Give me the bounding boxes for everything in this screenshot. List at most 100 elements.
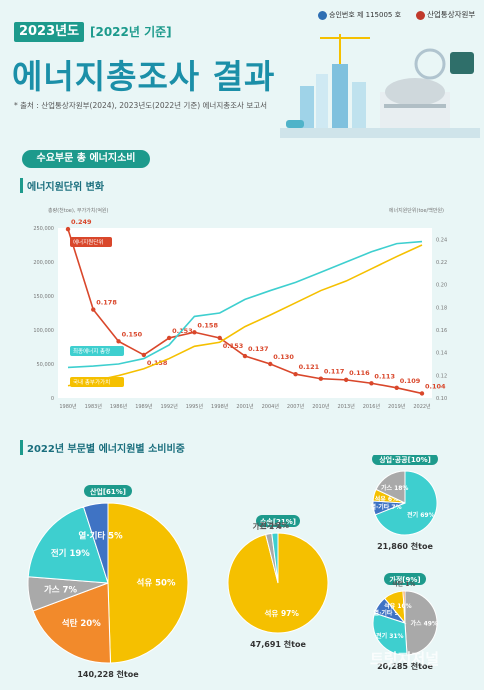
intensity-point [217,335,222,341]
pie-title: 수송[21%] [260,517,296,526]
pie-slice-label: 가스 2% [253,521,283,531]
pie-3: 상업·공공[10%] 전기 69% 열·기타 7%석유 6% 가스 18% 21,860… [370,455,438,551]
watermark: 트릿지저널 [370,650,440,668]
series-line-2 [67,244,423,387]
intensity-point [318,376,324,381]
pie-slice-label: 석유 50% [137,577,176,588]
year-badge: 2023년도 [14,22,84,42]
pie-slice-label: 전기 69% [407,511,435,519]
pie-title-pill [84,485,132,497]
pie-slice-label: 전기 19% [51,548,90,559]
pie-slice-label: 전기 31% [376,632,404,640]
left-tick-label: 50,000 [37,362,55,368]
right-tick-label: 0.22 [436,260,447,266]
x-tick-label: 2019년 [388,403,406,410]
pie-slice-label: 석유 97% [265,608,300,618]
x-tick-label: 2004년 [262,403,280,410]
pie-total: 21,860 천toe [377,541,433,551]
plot-area [58,228,432,398]
right-tick-label: 0.16 [436,328,447,334]
section-subtitle-intensity: 에너지원단위 변화 [20,178,104,193]
left-tick-label: 250,000 [33,226,54,232]
pie-slice [372,612,408,656]
x-tick-label: 1995년 [186,403,204,410]
energy-intensity-line-chart: 총량(천toe), 부가가치(억원) 에너지원단위(toe/백만원) 0 50,000… [33,207,447,410]
pie-slice [271,532,279,584]
x-tick-label: 1986년 [110,403,128,410]
pie-slice-label: 가스 18% [381,484,409,492]
pie-total: 140,228 천toe [77,669,139,679]
intensity-value-label: 0.109 [400,377,421,385]
pie-title-pill [256,515,300,527]
x-tick-label: 1980년 [59,403,77,410]
series-tag-bg [70,377,124,387]
section-subtitle-sector-share: 2022년 부문별 에너지원별 소비비중 [20,440,185,455]
intensity-point [242,353,248,359]
intensity-point [166,335,172,341]
pie-slice-label: 전기 2% [260,520,290,530]
pie-slice [375,470,406,504]
pie-title-pill [384,573,426,585]
intensity-value-label: 0.104 [425,382,446,390]
x-tick-label: 2022년 [413,403,431,410]
section-pill-total-energy: 수요부문 총 에너지소비 [22,150,150,168]
series-tag-bg [70,237,112,247]
pie-slice [402,590,406,624]
ministry-label: 산업통상자원부 [416,8,475,22]
pie-slice [107,502,189,664]
right-tick-label: 0.20 [436,283,447,289]
pie-title: 산업[61%] [90,487,126,496]
intensity-value-label: 0.137 [248,345,269,353]
intensity-value-label: 0.117 [324,368,345,376]
source-note: * 출처 : 산업통상자원부(2024), 2023년도(2022년 기준) 에… [14,101,268,110]
pie-slice [374,470,438,536]
pie-slice-label: 석탄 1% [392,580,415,588]
pie-slice-label: 석탄 20% [62,618,101,629]
series-tag-label: 에너지원단위 [73,238,103,246]
intensity-point [419,391,425,396]
x-tick-label: 2007년 [287,403,305,410]
pie-slice-label: 석유 6% [375,495,398,503]
page-title: 에너지총조사 결과 [12,57,276,96]
pie-slice-label: 석유 10% [384,602,412,610]
right-tick-label: 0.24 [436,237,447,243]
intensity-point [293,372,298,377]
series-line-1 [67,240,423,369]
approval-number: 승인번호 제 115005 호 [318,8,401,22]
intensity-point [268,361,273,367]
intensity-point [116,339,121,344]
intensity-value-label: 0.153 [223,342,244,350]
pie-slice [82,502,109,584]
seal-icon [318,10,327,20]
intensity-point [141,352,147,358]
left-axis-label: 총량(천toe), 부가가치(억원) [48,207,109,214]
approval-text: 승인번호 제 115005 호 [329,11,402,19]
pie-title-pill [372,455,438,465]
x-tick-label: 1998년 [211,403,229,410]
series-tag-label: 국내 총부가가치 [73,378,110,386]
left-tick-label: 150,000 [33,294,54,300]
right-tick-label: 0.10 [436,396,447,402]
x-tick-label: 1989년 [135,403,153,410]
intensity-value-label: 0.113 [374,372,395,380]
intensity-point [192,330,197,335]
series-tag-bg [70,346,124,356]
pie-slice-label: 열·기타 7% [370,503,401,511]
intensity-value-label: 0.121 [299,363,320,371]
x-tick-label: 2016년 [363,403,381,410]
pie-slice-label: 열·기타 9% [374,609,405,617]
intensity-point [91,307,96,312]
left-tick-label: 100,000 [33,328,54,334]
intensity-value-label: 0.116 [349,369,370,377]
basis-label: [2022년 기준] [90,25,172,39]
intensity-value-label: 0.158 [197,321,218,329]
pie-1: 산업[61%] 석유 50% 석탄 20% 가스 7% 전기 19% 열·기타 5% 140… [27,485,189,679]
left-tick-label: 200,000 [33,260,54,266]
right-tick-label: 0.14 [436,351,447,357]
ministry-text: 산업통상자원부 [427,10,476,19]
intensity-value-label: 0.150 [122,330,143,338]
x-tick-label: 1992년 [160,403,178,410]
left-tick-label: 0 [51,396,54,402]
intensity-value-label: 0.249 [71,218,92,226]
series-tag-label: 최종에너지 총량 [73,347,110,355]
